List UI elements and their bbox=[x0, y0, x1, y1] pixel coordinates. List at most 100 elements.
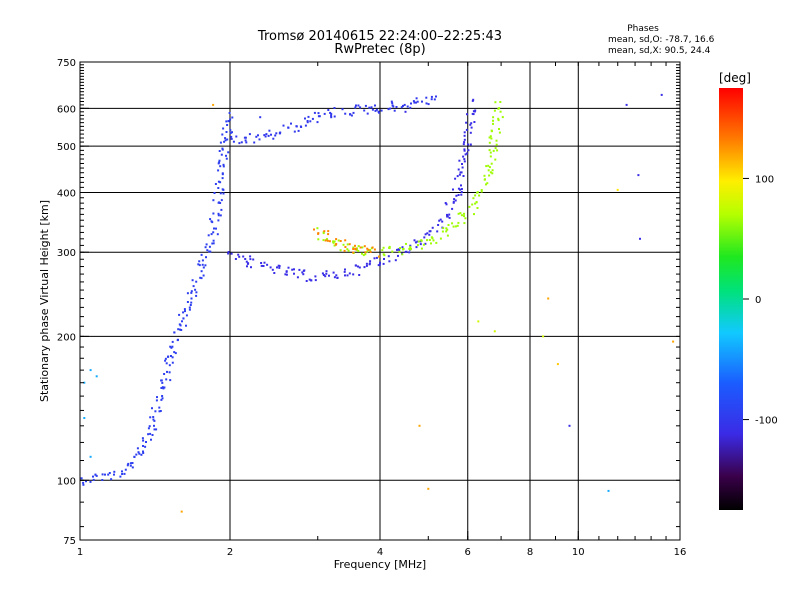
scatter-point bbox=[427, 487, 430, 490]
y-axis-label: Stationary phase Virtual Height [km] bbox=[38, 200, 51, 402]
trace-point bbox=[226, 124, 229, 126]
trace-point bbox=[337, 239, 340, 242]
trace-point bbox=[355, 104, 357, 107]
trace-point bbox=[325, 272, 328, 275]
scatter-point bbox=[95, 375, 98, 378]
trace-point bbox=[463, 222, 466, 225]
trace-point bbox=[161, 397, 164, 400]
trace-point bbox=[142, 445, 144, 447]
trace-point bbox=[225, 131, 228, 133]
trace-point bbox=[322, 232, 325, 235]
trace-point bbox=[377, 264, 380, 267]
trace-point bbox=[285, 273, 288, 276]
scatter-point bbox=[672, 340, 675, 343]
trace-point bbox=[420, 247, 423, 250]
trace-point bbox=[417, 240, 420, 243]
trace-point bbox=[234, 258, 237, 260]
trace-point bbox=[324, 239, 327, 242]
trace-point bbox=[205, 243, 208, 246]
trace-point bbox=[388, 246, 391, 249]
trace-point bbox=[101, 479, 104, 481]
trace-point bbox=[361, 252, 363, 255]
trace-point bbox=[227, 252, 230, 255]
trace-point bbox=[419, 240, 422, 243]
trace-point bbox=[371, 246, 374, 249]
trace-point bbox=[408, 251, 411, 254]
trace-point bbox=[313, 228, 315, 231]
trace-point bbox=[350, 114, 353, 117]
trace-point bbox=[250, 266, 252, 269]
trace-point bbox=[460, 214, 463, 217]
trace-point bbox=[365, 262, 368, 265]
colorbar-ticks: 100 0 -100 bbox=[743, 174, 778, 427]
trace-point bbox=[220, 199, 223, 202]
trace-point bbox=[501, 116, 504, 119]
trace-point bbox=[163, 373, 166, 375]
trace-point bbox=[375, 256, 378, 259]
trace-point bbox=[426, 232, 429, 235]
trace-point bbox=[488, 141, 491, 144]
trace-point bbox=[457, 212, 460, 215]
trace-point bbox=[222, 163, 225, 166]
trace-point bbox=[446, 213, 448, 216]
trace-point bbox=[249, 255, 252, 258]
trace-point bbox=[471, 203, 474, 206]
trace-point bbox=[82, 481, 85, 484]
trace-point bbox=[352, 251, 355, 254]
trace-point bbox=[446, 228, 449, 231]
trace-point bbox=[457, 221, 460, 224]
trace-point bbox=[332, 240, 335, 243]
colorbar bbox=[719, 88, 743, 510]
trace-point bbox=[359, 246, 362, 249]
trace-point bbox=[321, 272, 324, 275]
trace-point bbox=[456, 224, 459, 227]
trace-point bbox=[270, 133, 272, 136]
trace-point bbox=[346, 248, 349, 251]
trace-point bbox=[255, 135, 258, 138]
trace-point bbox=[369, 250, 372, 253]
trace-point bbox=[290, 122, 292, 125]
trace-point bbox=[463, 149, 466, 152]
trace-point bbox=[273, 272, 276, 274]
trace-point bbox=[154, 410, 157, 413]
trace-point bbox=[147, 433, 150, 436]
y-tick-label: 600 bbox=[57, 104, 76, 115]
trace-point bbox=[209, 218, 212, 221]
trace-point bbox=[142, 450, 144, 453]
trace-point bbox=[463, 215, 465, 218]
scatter-point bbox=[637, 174, 640, 177]
trace-point bbox=[325, 270, 328, 273]
x-tick-label: 1 bbox=[77, 547, 83, 558]
trace-point bbox=[192, 285, 195, 288]
trace-point bbox=[327, 109, 330, 111]
trace-point bbox=[218, 201, 221, 204]
trace-point bbox=[293, 268, 295, 271]
trace-point bbox=[354, 244, 356, 247]
trace-point bbox=[197, 263, 200, 266]
trace-point bbox=[499, 110, 502, 113]
trace-point bbox=[194, 288, 197, 291]
trace-point bbox=[431, 226, 434, 229]
y-tick-label: 750 bbox=[57, 58, 76, 69]
trace-point bbox=[401, 246, 404, 249]
trace-point bbox=[492, 119, 494, 122]
colorbar-label: [deg] bbox=[719, 71, 751, 85]
trace-point bbox=[253, 141, 256, 144]
trace-point bbox=[260, 262, 263, 264]
trace-point bbox=[459, 212, 462, 215]
trace-point bbox=[221, 148, 224, 151]
trace-point bbox=[173, 351, 176, 354]
trace-point bbox=[246, 265, 248, 268]
trace-point bbox=[463, 134, 466, 137]
trace-point bbox=[391, 102, 394, 105]
trace-point bbox=[119, 475, 122, 478]
trace-point bbox=[358, 266, 361, 269]
trace-point bbox=[127, 462, 130, 465]
trace-point bbox=[317, 232, 320, 235]
trace-point bbox=[459, 188, 462, 191]
trace-point bbox=[308, 278, 311, 281]
trace-point bbox=[476, 207, 479, 209]
trace-point bbox=[301, 271, 304, 274]
trace-point bbox=[491, 172, 494, 175]
trace-point bbox=[428, 233, 431, 236]
